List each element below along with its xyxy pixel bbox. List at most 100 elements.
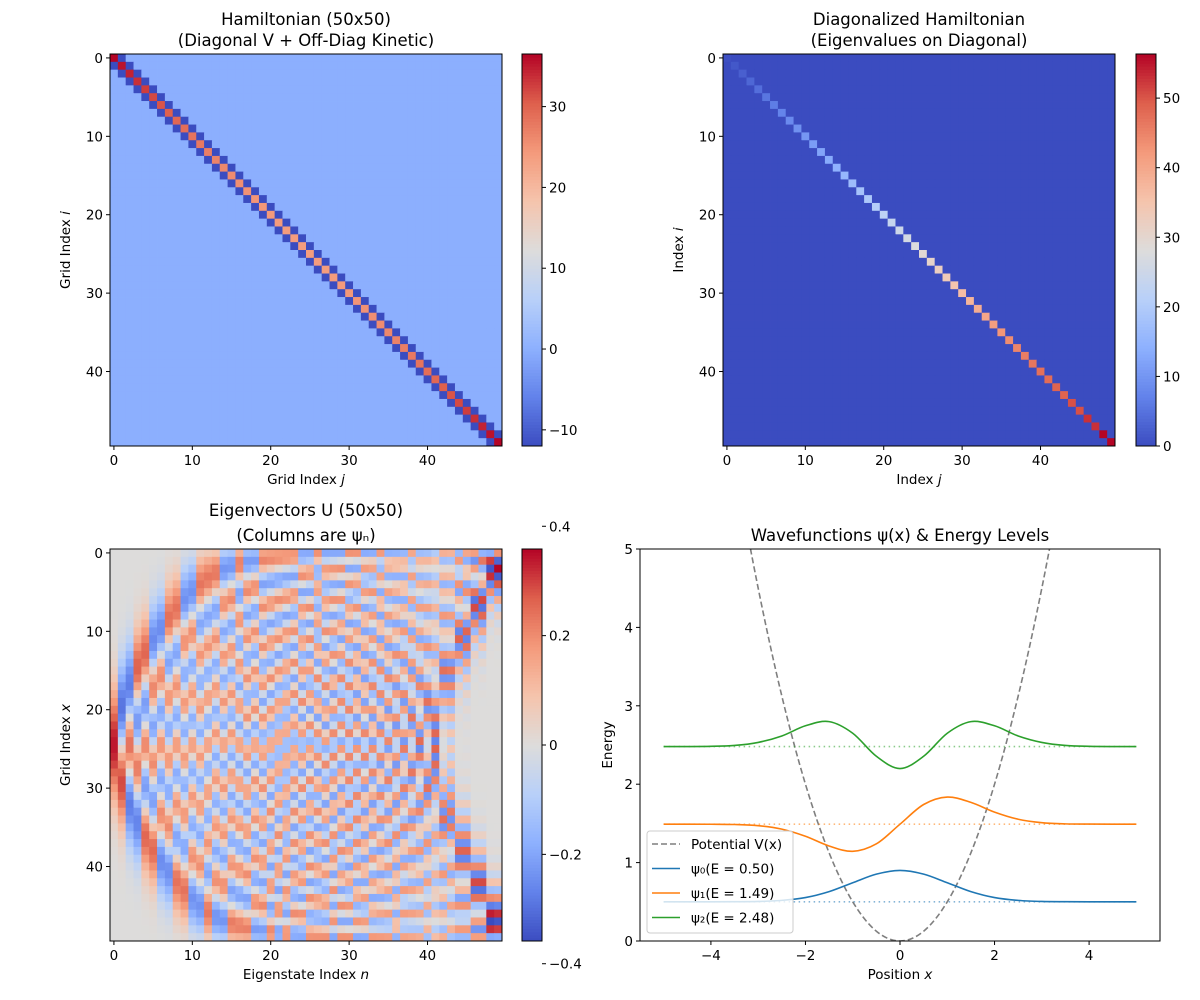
heatmap-cell [290,202,299,212]
heatmap-cell [770,336,779,345]
heatmap-cell [809,344,818,353]
heatmap-cell [188,210,197,220]
heatmap-cell [942,391,951,400]
x-tick-label: 0 [110,453,119,469]
heatmap-cell [368,320,377,329]
heatmap-cell [117,336,127,345]
heatmap-cell [486,281,495,290]
heatmap-cell [809,398,818,408]
heatmap-cell [407,202,417,212]
heatmap-cell [1091,289,1100,298]
heatmap-cell [919,69,928,78]
colorbar-segment [522,360,542,364]
heatmap-cell [345,430,354,439]
heatmap-cell [345,85,354,94]
heatmap-cell [723,101,732,110]
heatmap-cell [227,414,236,423]
heatmap-cell [1091,195,1100,204]
heatmap-cell [172,116,181,125]
heatmap-cell [950,383,959,392]
heatmap-cell [942,210,951,220]
heatmap-cell [141,422,150,431]
heatmap-cell [258,93,268,102]
heatmap-cell [392,187,401,196]
colorbar-tick-label: −10 [549,423,578,439]
colorbar-segment [522,351,542,355]
heatmap-cell [478,367,487,376]
heatmap-cell [360,124,370,133]
heatmap-cell [926,54,936,63]
heatmap-cell [1083,202,1092,212]
heatmap-cell [439,124,448,133]
heatmap-cell [172,69,181,78]
heatmap-cell [1099,375,1108,384]
heatmap-cell [793,54,802,63]
heatmap-cell [934,375,943,384]
heatmap-cell [258,383,268,392]
heatmap-cell [1083,116,1092,125]
heatmap-cell [494,250,503,259]
heatmap-cell [911,351,920,361]
heatmap-cell [730,328,740,337]
heatmap-cell [981,155,990,165]
heatmap-cell [832,54,841,63]
heatmap-cell [770,101,779,110]
heatmap-cell [966,155,975,165]
heatmap-cell [415,281,424,290]
heatmap-cell [919,289,928,298]
heatmap-cell [478,226,487,235]
heatmap-cell [368,242,377,251]
heatmap-cell [376,116,385,125]
heatmap-cell [368,328,377,337]
heatmap-cell [368,234,377,243]
heatmap-cell [887,54,896,63]
heatmap-cell [903,124,912,133]
heatmap-cell [1099,242,1108,251]
heatmap-cell [172,210,181,220]
heatmap-cell [313,297,323,306]
heatmap-cell [486,398,495,408]
heatmap-cell [919,242,928,251]
heatmap-cell [832,391,841,400]
heatmap-cell [407,116,417,125]
heatmap-cell [204,406,213,416]
heatmap-cell [934,77,943,86]
heatmap-cell [770,132,779,141]
heatmap-cell [1052,265,1061,274]
heatmap-cell [919,77,928,86]
heatmap-cell [981,383,990,392]
heatmap-cell [133,257,142,267]
heatmap-cell [423,351,432,361]
heatmap-cell [462,406,472,416]
heatmap-cell [824,108,834,118]
heatmap-cell [1067,132,1077,141]
heatmap-cell [770,171,779,180]
heatmap-cell [848,250,857,259]
heatmap-cell [298,297,307,306]
heatmap-cell [211,414,221,423]
heatmap-cell [368,132,377,141]
heatmap-cell [1075,85,1085,94]
heatmap-cell [337,312,346,321]
heatmap-cell [1075,54,1085,63]
heatmap-cell [407,414,417,423]
heatmap-cell [723,210,732,220]
heatmap-cell [1020,304,1030,314]
heatmap-cell [125,297,134,306]
heatmap-cell [1005,383,1014,392]
heatmap-cell [431,124,440,133]
heatmap-cell [864,155,873,165]
heatmap-cell [762,155,771,165]
heatmap-cell [848,85,857,94]
heatmap-cell [251,328,260,337]
heatmap-cell [981,336,990,345]
heatmap-cell [345,304,354,314]
heatmap-cell [1044,179,1053,188]
heatmap-cell [321,93,330,102]
heatmap-cell [989,77,998,86]
heatmap-cell [762,54,771,63]
heatmap-cell [762,77,771,86]
heatmap-cell [966,77,975,86]
heatmap-cell [809,359,818,368]
heatmap-cell [895,77,904,86]
